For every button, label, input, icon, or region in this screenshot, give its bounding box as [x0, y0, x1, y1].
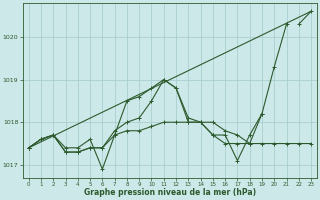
X-axis label: Graphe pression niveau de la mer (hPa): Graphe pression niveau de la mer (hPa) — [84, 188, 256, 197]
